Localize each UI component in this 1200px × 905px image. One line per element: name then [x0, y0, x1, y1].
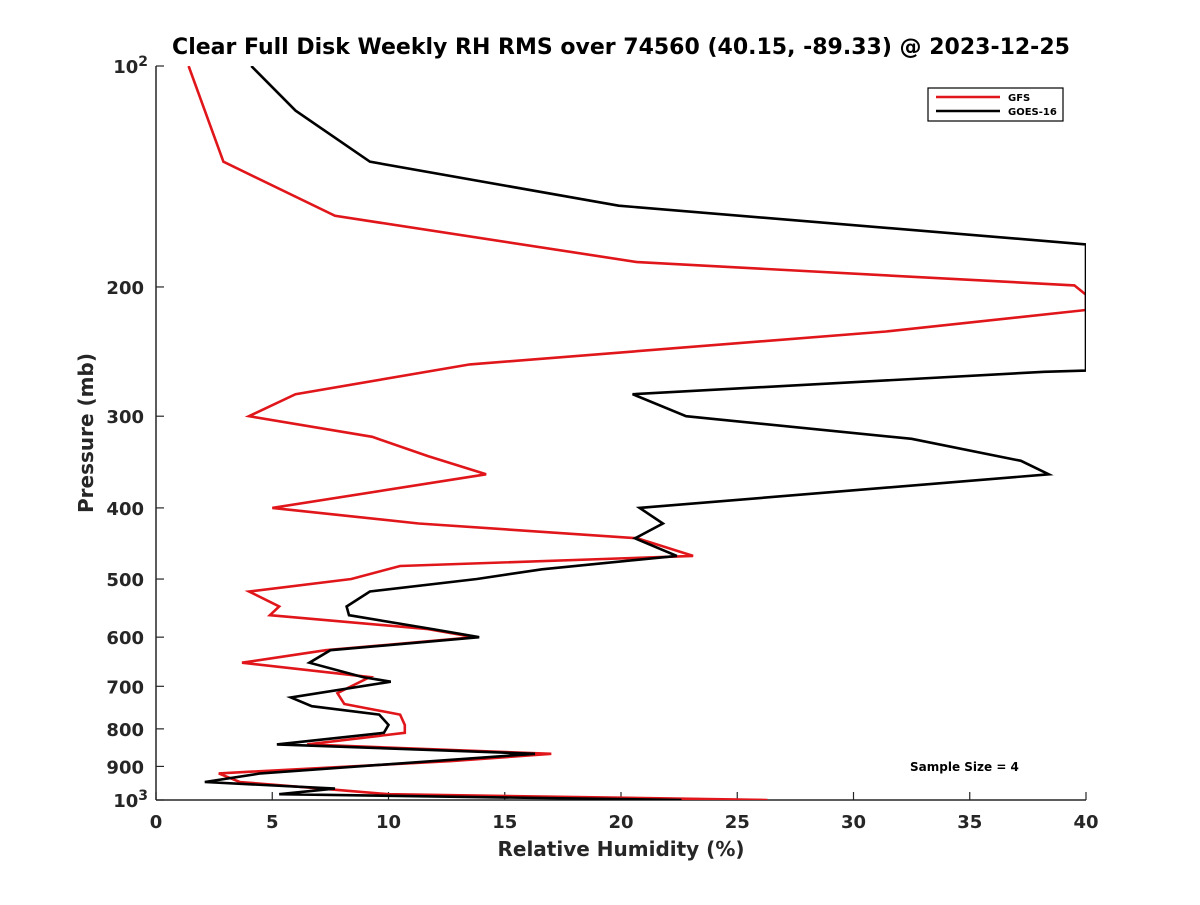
chart-title: Clear Full Disk Weekly RH RMS over 74560…	[172, 35, 1070, 60]
y-tick-label: 600	[106, 628, 144, 649]
x-tick-label: 20	[608, 812, 633, 833]
y-tick-label: 400	[106, 499, 144, 520]
y-axis-label: Pressure (mb)	[74, 353, 98, 513]
x-tick-label: 5	[266, 812, 279, 833]
y-tick-label: 200	[106, 278, 144, 299]
y-tick-label: 800	[106, 720, 144, 741]
x-tick-label: 25	[725, 812, 750, 833]
legend-box	[927, 87, 1064, 122]
y-tick-label: 102	[113, 54, 148, 78]
legend: GFS GOES-16	[927, 87, 1064, 122]
y-tick-label: 300	[106, 407, 144, 428]
x-tick-label: 30	[841, 812, 866, 833]
series-line-goes16	[204, 66, 1086, 800]
y-tick-label: 900	[106, 757, 144, 778]
y-tick-label: 700	[106, 677, 144, 698]
sample-size-annotation: Sample Size = 4	[910, 760, 1019, 774]
legend-label-goes16: GOES-16	[1008, 107, 1057, 118]
tick-labels: 0 5 10 15 20 25 30 35 40 102 200 300 400 500 600 700 800…	[106, 54, 1098, 833]
x-tick-label: 35	[957, 812, 982, 833]
legend-label-gfs: GFS	[1008, 93, 1030, 104]
x-tick-label: 40	[1073, 812, 1098, 833]
y-tick-label: 103	[113, 788, 148, 812]
plot-area	[156, 66, 1086, 800]
x-tick-label: 10	[376, 812, 401, 833]
x-tick-label: 15	[492, 812, 517, 833]
x-axis-label: Relative Humidity (%)	[497, 837, 744, 861]
x-tick-label: 0	[150, 812, 163, 833]
series-lines	[187, 66, 1086, 800]
y-tick-label: 500	[106, 570, 144, 591]
